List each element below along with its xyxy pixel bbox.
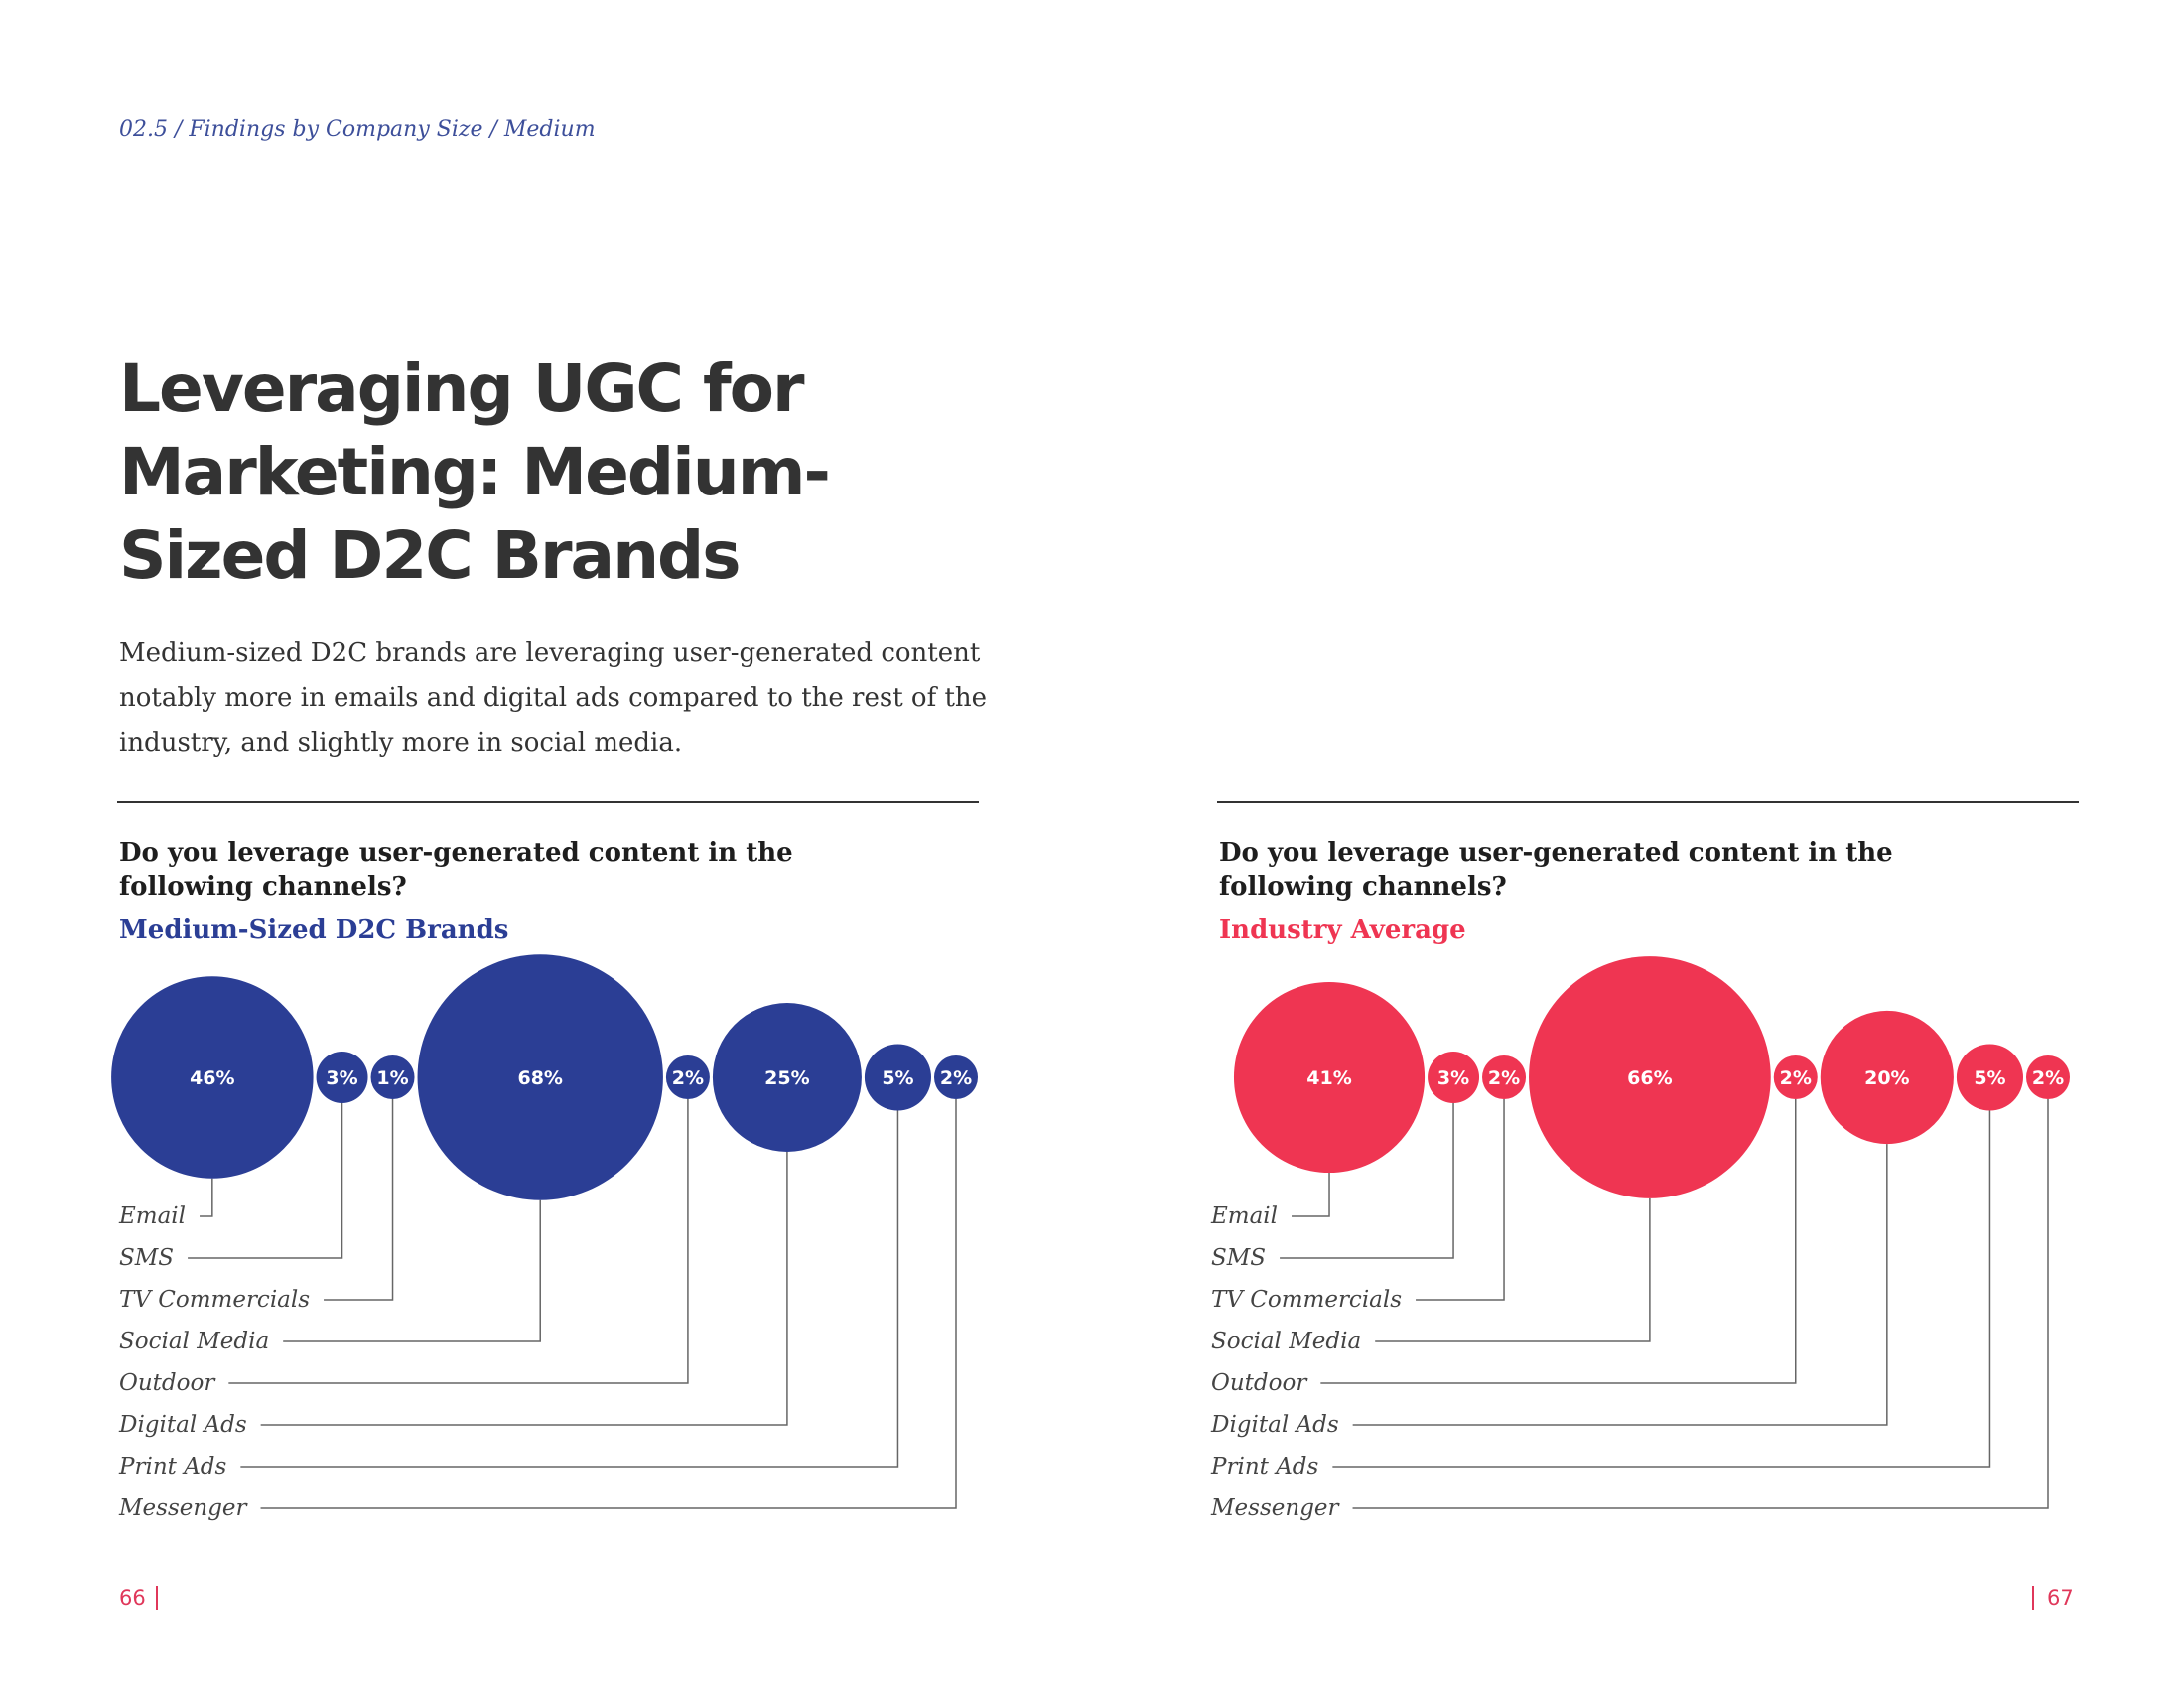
category-label-email: Email [1210,1203,1278,1229]
bubble-value-email: 46% [190,1067,234,1089]
bubble-email [111,976,314,1179]
bubble-value-print-ads: 5% [882,1067,913,1089]
page-title: Leveraging UGC for Marketing: Medium-Siz… [119,351,831,594]
category-label-outdoor: Outdoor [1211,1370,1308,1396]
bubble-value-digital-ads: 20% [1864,1067,1909,1089]
bubble-value-tv-commercials: 2% [1488,1067,1520,1089]
bubble-sms [1428,1052,1480,1103]
breadcrumb: 02.5 / Findings by Company Size / Medium [119,117,596,142]
bubble-digital-ads [712,1003,862,1152]
bubble-digital-ads [1820,1010,1954,1145]
leader-line-tv-commercials [1416,1099,1505,1301]
bubble-value-social-media: 66% [1627,1067,1672,1089]
right-chart-subtitle: Industry Average [1219,915,1466,945]
leader-line-social-media [283,1199,541,1342]
bubble-messenger [2026,1055,2070,1099]
page-number-left: 66 [119,1586,146,1610]
leader-line-sms [188,1102,343,1259]
industry-average-bubble-chart: 41% 3% 2% 66% 2% 20% 5% 2% Email SMS TV Commercial… [1210,956,2070,1521]
leader-line-print-ads [240,1110,899,1468]
leader-line-outdoor [1320,1099,1797,1384]
bubble-social-media [1529,956,1771,1198]
page-number-right-divider [2032,1586,2034,1610]
leader-line-email [1292,1173,1330,1217]
category-label-tv-commercials: TV Commercials [119,1287,310,1313]
category-label-tv-commercials: TV Commercials [1211,1287,1402,1313]
bubble-tv-commercials [1482,1055,1527,1099]
leader-line-messenger [1352,1099,2049,1509]
category-label-messenger: Messenger [1210,1495,1341,1521]
leader-line-digital-ads [260,1152,788,1426]
category-label-digital-ads: Digital Ads [1210,1412,1339,1438]
category-label-digital-ads: Digital Ads [118,1412,247,1438]
bubble-print-ads [864,1044,931,1111]
category-label-print-ads: Print Ads [118,1454,227,1479]
bubble-value-messenger: 2% [940,1067,972,1089]
leader-line-social-media [1375,1197,1651,1342]
category-label-outdoor: Outdoor [119,1370,216,1396]
leader-line-print-ads [1332,1110,1991,1468]
bubble-messenger [934,1055,978,1099]
bubble-value-messenger: 2% [2032,1067,2064,1089]
category-label-email: Email [118,1203,186,1229]
bubble-value-email: 41% [1306,1067,1351,1089]
bubble-email [1233,981,1426,1174]
bubble-outdoor [665,1055,710,1099]
bubble-tv-commercials [370,1055,415,1099]
leader-line-outdoor [228,1099,689,1384]
leader-line-email [200,1178,213,1217]
category-label-social-media: Social Media [119,1329,269,1354]
intro-paragraph: Medium-sized D2C brands are leveraging u… [119,638,988,758]
category-label-social-media: Social Media [1211,1329,1361,1354]
medium-brands-bubble-chart: 46% 3% 1% 68% 2% 25% 5% 2% Email SMS TV Commercial… [111,954,978,1521]
bubble-print-ads [1956,1044,2023,1111]
page-number-left-divider [156,1586,158,1610]
bubble-sms [316,1052,368,1103]
leader-line-messenger [260,1099,957,1509]
left-chart-subtitle: Medium-Sized D2C Brands [119,915,509,945]
leader-line-sms [1280,1102,1454,1259]
leader-line-tv-commercials [324,1099,394,1301]
bubble-outdoor [1773,1055,1818,1099]
right-divider [1217,801,2079,803]
category-label-sms: SMS [119,1245,174,1271]
bubble-value-outdoor: 2% [672,1067,704,1089]
category-label-print-ads: Print Ads [1210,1454,1319,1479]
bubble-value-social-media: 68% [517,1067,562,1089]
bubble-social-media [417,954,663,1200]
page-number-right: 67 [2047,1586,2074,1610]
bubble-value-sms: 3% [326,1067,357,1089]
category-label-sms: SMS [1211,1245,1266,1271]
leader-line-digital-ads [1352,1144,1888,1426]
right-chart-question: Do you leverage user-generated content i… [1219,838,1893,902]
bubble-value-outdoor: 2% [1780,1067,1812,1089]
left-divider [117,801,979,803]
bubble-value-sms: 3% [1437,1067,1469,1089]
left-chart-question: Do you leverage user-generated content i… [119,838,793,902]
bubble-value-print-ads: 5% [1974,1067,2005,1089]
bubble-value-digital-ads: 25% [764,1067,809,1089]
bubble-value-tv-commercials: 1% [376,1067,408,1089]
category-label-messenger: Messenger [118,1495,249,1521]
